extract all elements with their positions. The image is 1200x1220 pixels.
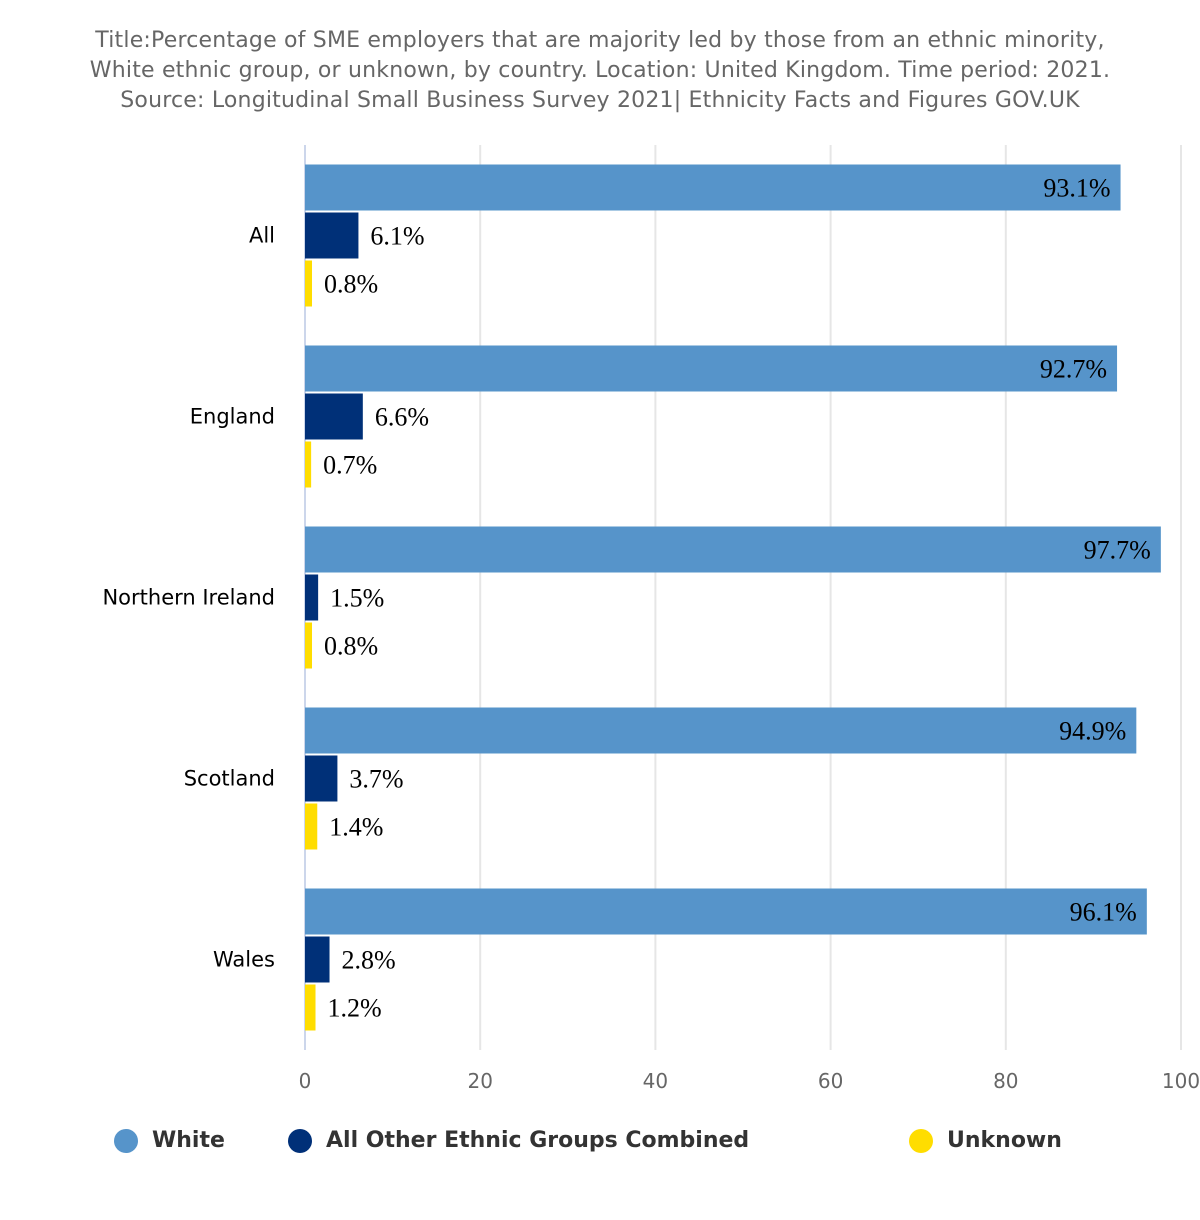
bar-chart: 0 20 40 60 80 100 All 93.1% 6.1% 0.8% England 92.7%… bbox=[102, 145, 1200, 1093]
data-label-northern-ireland-white: 97.7% bbox=[1084, 536, 1151, 565]
x-tick-label-80: 80 bbox=[993, 1069, 1018, 1093]
bar-wales-unknown bbox=[305, 984, 316, 1031]
category-label-england: England bbox=[190, 405, 275, 429]
data-label-northern-ireland-all-other-ethnic-groups-combined: 1.5% bbox=[330, 584, 384, 613]
bar-all-unknown bbox=[305, 260, 313, 307]
data-label-wales-unknown: 1.2% bbox=[328, 994, 382, 1023]
legend-label-unknown: Unknown bbox=[947, 1128, 1062, 1153]
bar-scotland-all-other-ethnic-groups-combined bbox=[305, 755, 338, 802]
bar-all-all-other-ethnic-groups-combined bbox=[305, 212, 359, 259]
data-label-england-all-other-ethnic-groups-combined: 6.6% bbox=[375, 403, 429, 432]
category-label-scotland: Scotland bbox=[184, 767, 275, 791]
bar-england-unknown bbox=[305, 441, 312, 488]
data-label-england-unknown: 0.7% bbox=[323, 451, 377, 480]
data-label-scotland-white: 94.9% bbox=[1059, 717, 1126, 746]
data-label-wales-all-other-ethnic-groups-combined: 2.8% bbox=[342, 946, 396, 975]
bar-northern-ireland-white bbox=[305, 526, 1161, 573]
bar-northern-ireland-unknown bbox=[305, 622, 313, 669]
chart-legend: White All Other Ethnic Groups Combined U… bbox=[0, 1128, 1200, 1164]
bar-scotland-white bbox=[305, 707, 1137, 754]
chart-title-line-1: Title:Percentage of SME employers that a… bbox=[95, 28, 1105, 53]
category-label-all: All bbox=[249, 224, 275, 248]
data-label-all-all-other-ethnic-groups-combined: 6.1% bbox=[370, 222, 424, 251]
legend-marker-unknown bbox=[909, 1128, 933, 1153]
data-label-all-white: 93.1% bbox=[1043, 174, 1110, 203]
bar-northern-ireland-all-other-ethnic-groups-combined bbox=[305, 574, 319, 621]
legend-marker-white bbox=[114, 1128, 138, 1153]
x-tick-label-60: 60 bbox=[818, 1069, 843, 1093]
data-label-scotland-unknown: 1.4% bbox=[329, 813, 383, 842]
legend-item-other-ethnic-groups[interactable]: All Other Ethnic Groups Combined bbox=[288, 1128, 749, 1153]
legend-item-white[interactable]: White bbox=[114, 1128, 225, 1153]
chart-title-line-2: White ethnic group, or unknown, by count… bbox=[89, 58, 1111, 83]
legend-label-other-ethnic-groups: All Other Ethnic Groups Combined bbox=[326, 1128, 750, 1153]
x-tick-label-40: 40 bbox=[643, 1069, 668, 1093]
data-label-wales-white: 96.1% bbox=[1070, 898, 1137, 927]
bar-wales-white bbox=[305, 888, 1147, 935]
chart-title-line-3: Source: Longitudinal Small Business Surv… bbox=[120, 88, 1080, 113]
bar-england-white bbox=[305, 345, 1118, 392]
category-label-northern-ireland: Northern Ireland bbox=[102, 586, 275, 610]
x-tick-label-0: 0 bbox=[299, 1069, 312, 1093]
data-label-scotland-all-other-ethnic-groups-combined: 3.7% bbox=[349, 765, 403, 794]
bar-england-all-other-ethnic-groups-combined bbox=[305, 393, 363, 440]
x-tick-label-100: 100 bbox=[1162, 1069, 1200, 1093]
chart-title: Title:Percentage of SME employers that a… bbox=[0, 26, 1200, 116]
bar-wales-all-other-ethnic-groups-combined bbox=[305, 936, 330, 983]
category-label-wales: Wales bbox=[213, 948, 275, 972]
legend-item-unknown[interactable]: Unknown bbox=[909, 1128, 1062, 1153]
data-label-northern-ireland-unknown: 0.8% bbox=[324, 632, 378, 661]
data-label-all-unknown: 0.8% bbox=[324, 270, 378, 299]
bar-scotland-unknown bbox=[305, 803, 318, 850]
data-label-england-white: 92.7% bbox=[1040, 355, 1107, 384]
legend-marker-other-ethnic-groups bbox=[288, 1128, 312, 1153]
bar-all-white bbox=[305, 164, 1121, 211]
legend-label-white: White bbox=[152, 1128, 225, 1153]
x-tick-label-20: 20 bbox=[467, 1069, 492, 1093]
